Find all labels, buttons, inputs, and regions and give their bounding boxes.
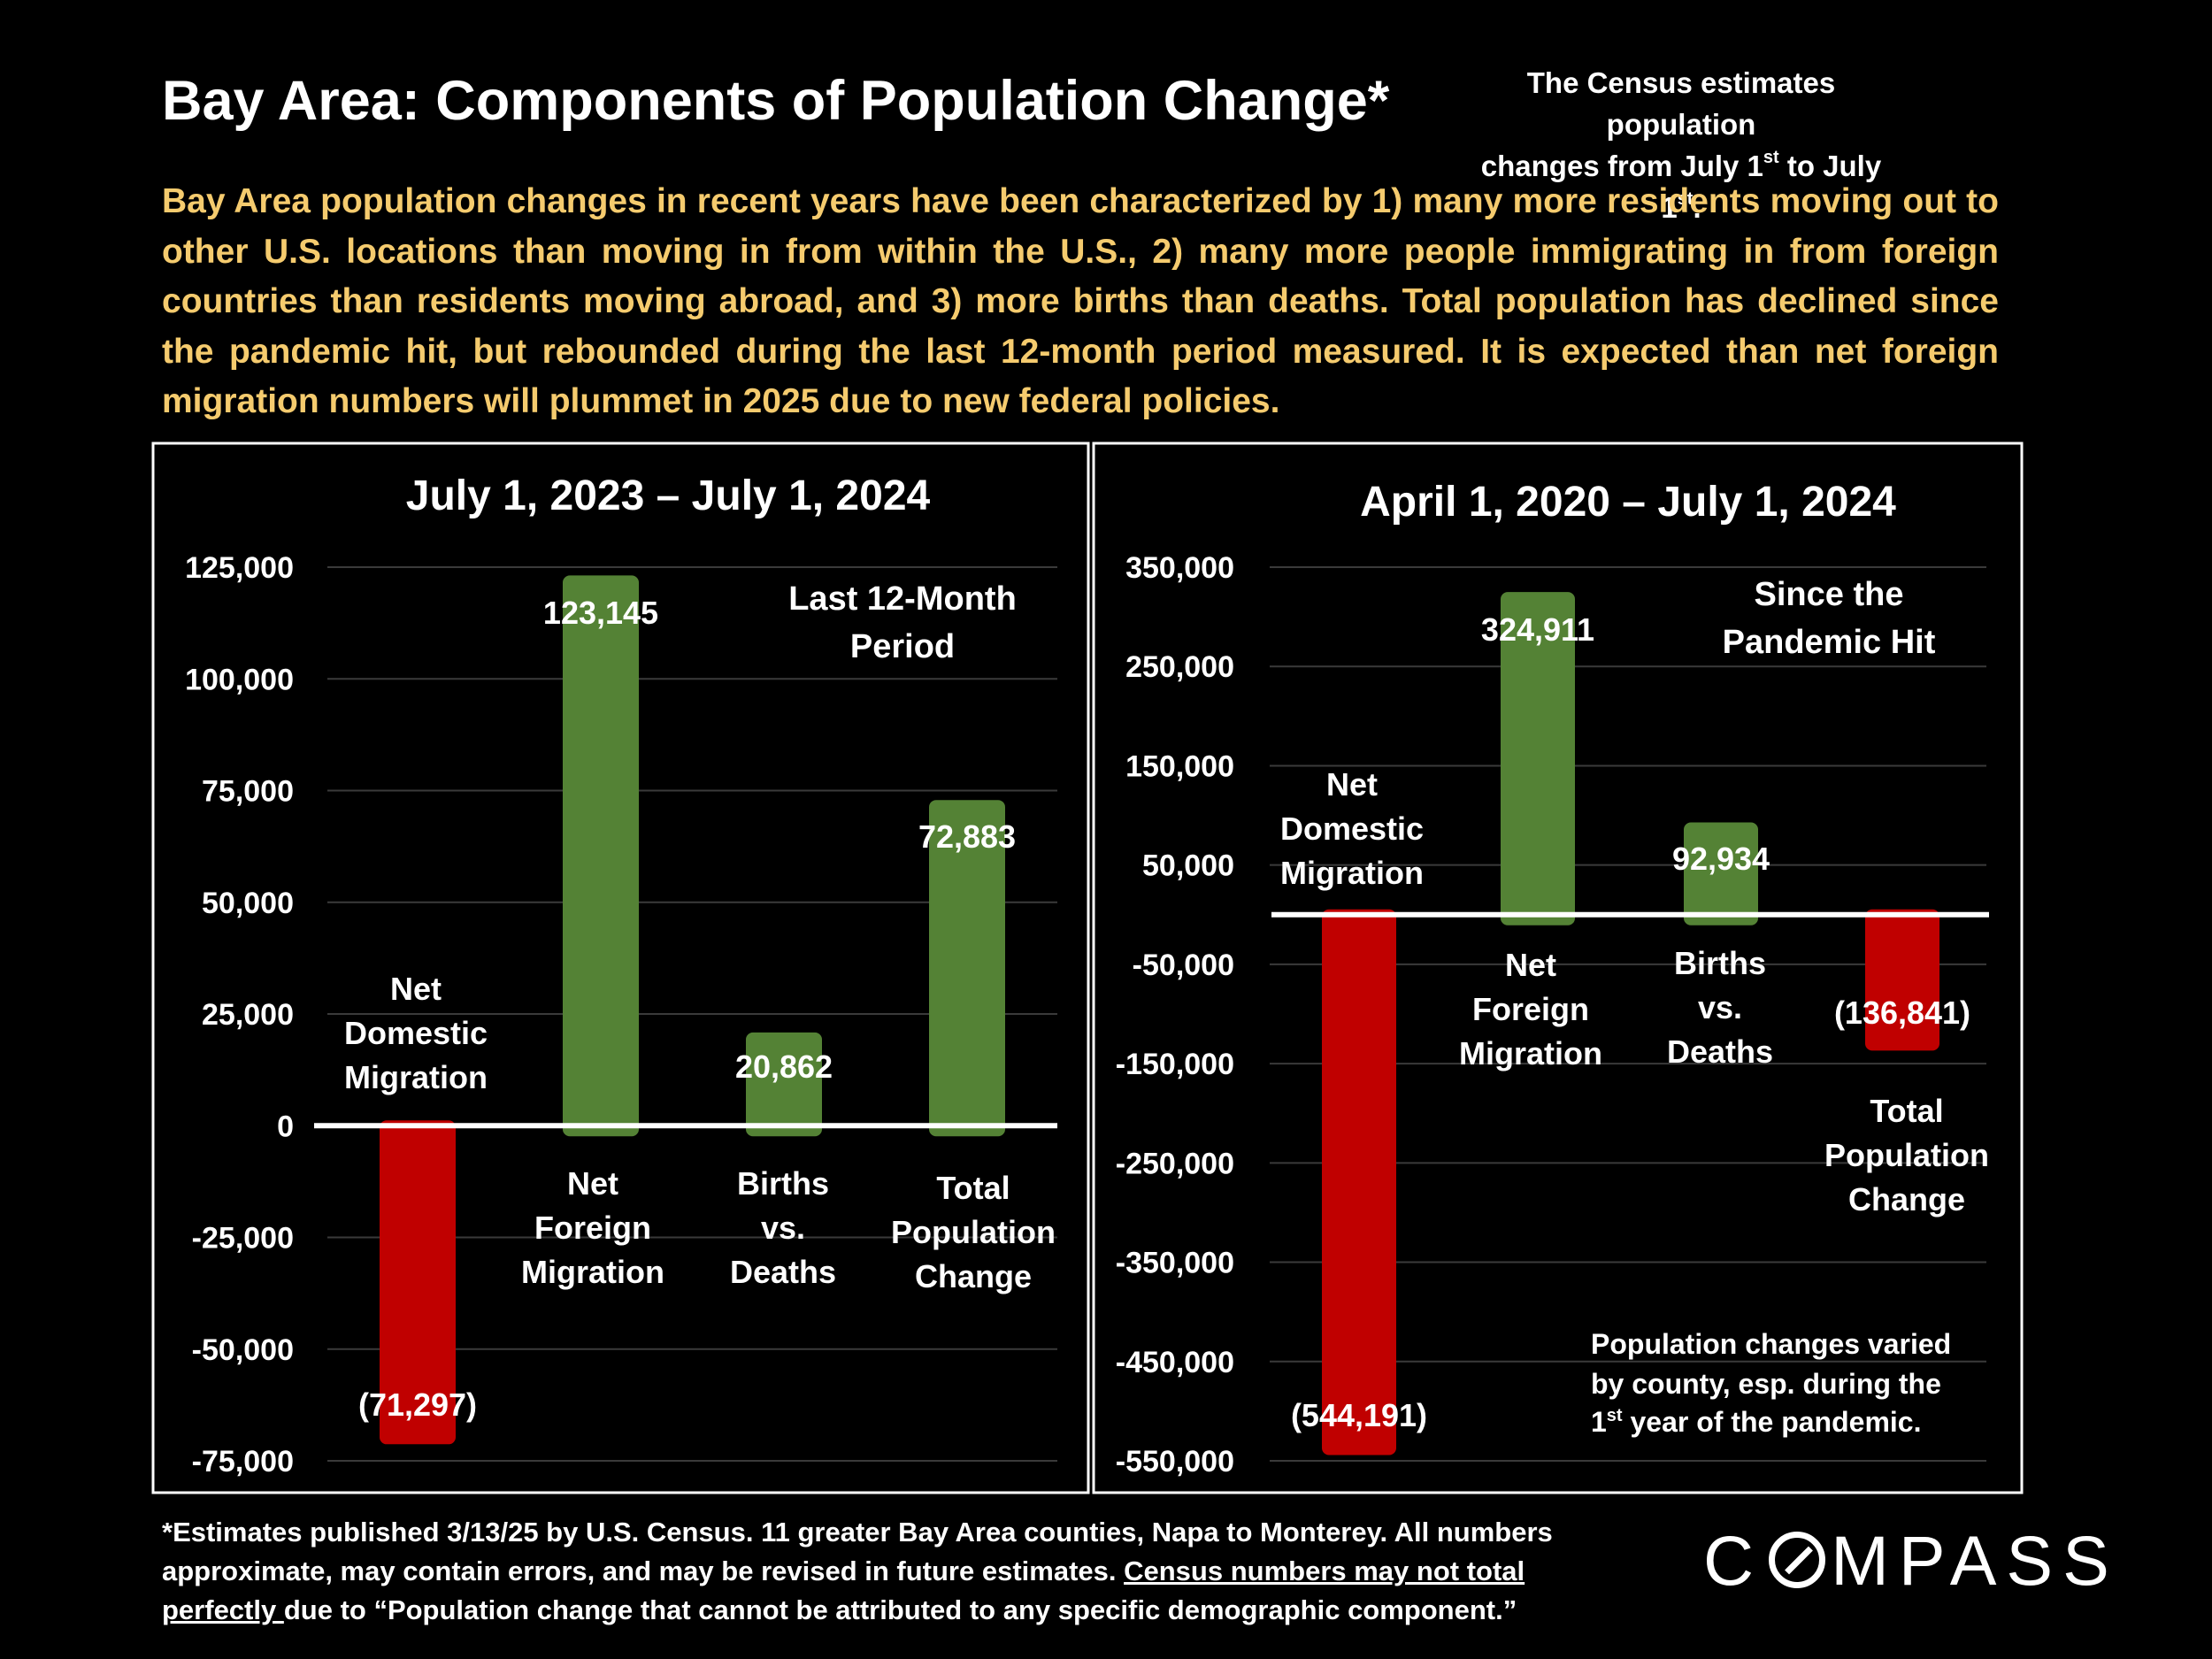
footnote: *Estimates published 3/13/25 by U.S. Cen…: [162, 1517, 1553, 1625]
y-tick-label: 250,000: [1125, 650, 1234, 684]
category-label-line: Net: [567, 1165, 618, 1202]
bar-3: [929, 800, 1005, 1137]
y-tick-label: -450,000: [1116, 1346, 1234, 1379]
value-label-2: 92,934: [1672, 841, 1770, 877]
county-note-line3: 1st year of the pandemic.: [1591, 1406, 1921, 1438]
category-label-line: Domestic: [1280, 810, 1424, 847]
bar-0: [1322, 909, 1396, 1455]
category-label-line: Change: [1848, 1181, 1965, 1217]
bar-3: [1865, 909, 1939, 1051]
charts-panel: July 1, 2023 – July 1, 2024125,000100,00…: [151, 442, 2024, 1494]
chart-title: April 1, 2020 – July 1, 2024: [1360, 479, 1896, 526]
bar-2: [746, 1032, 822, 1137]
category-label-line: Foreign: [534, 1210, 651, 1246]
county-note-line2: by county, esp. during the: [1591, 1368, 1941, 1400]
y-tick-label: -150,000: [1116, 1048, 1234, 1081]
category-label-line: Births: [1674, 945, 1766, 981]
category-label-line: Total: [936, 1170, 1010, 1206]
value-label-3: 72,883: [918, 818, 1016, 855]
value-label-1: 324,911: [1481, 611, 1594, 648]
category-label-line: Net: [1505, 947, 1556, 983]
bar-1: [1501, 592, 1575, 926]
value-label-0: (544,191): [1291, 1397, 1427, 1433]
y-tick-label: 50,000: [202, 887, 294, 920]
category-label-line: Migration: [344, 1059, 488, 1095]
chart-annotation: Since the: [1755, 576, 1904, 613]
page-title: Bay Area: Components of Population Chang…: [162, 70, 1390, 132]
category-label-line: Migration: [1459, 1035, 1602, 1071]
compass-logo: C MPASS: [1703, 1521, 2119, 1600]
census-note-line2: changes from July 1st to July 1st.: [1480, 148, 1882, 224]
category-label-line: Change: [915, 1258, 1032, 1294]
y-tick-label: -25,000: [192, 1222, 294, 1256]
note-line3-suffix: year of the pandemic.: [1623, 1406, 1922, 1438]
county-note-line1: Population changes varied: [1591, 1328, 1951, 1360]
left-chart-frame: [151, 442, 1090, 1494]
y-tick-label: -50,000: [192, 1333, 294, 1367]
category-label-line: Deaths: [730, 1254, 836, 1290]
y-tick-label: 75,000: [202, 775, 294, 809]
value-label-1: 123,145: [543, 595, 658, 631]
y-tick-label: -350,000: [1116, 1247, 1234, 1280]
census-note: The Census estimates population changes …: [1460, 62, 1902, 228]
value-label-2: 20,862: [735, 1048, 833, 1085]
compass-o-icon: [1769, 1532, 1826, 1588]
category-label-line: Migration: [1280, 855, 1424, 891]
y-tick-label: 150,000: [1125, 749, 1234, 783]
category-label-line: Deaths: [1667, 1033, 1773, 1070]
category-label-line: Population: [1824, 1137, 1989, 1173]
summary-paragraph: Bay Area population changes in recent ye…: [162, 182, 1999, 420]
bar-2: [1684, 822, 1758, 926]
y-tick-label: 100,000: [185, 663, 294, 696]
chart-annotation: Last 12-Month: [788, 580, 1017, 618]
chart-annotation: Period: [850, 628, 955, 665]
category-label-line: Population: [891, 1214, 1056, 1250]
y-tick-label: -75,000: [192, 1445, 294, 1479]
category-label-line: vs.: [761, 1210, 805, 1246]
category-label-line: Net: [390, 971, 442, 1007]
y-tick-label: -50,000: [1133, 949, 1234, 982]
category-label-line: vs.: [1698, 989, 1742, 1025]
y-tick-label: -250,000: [1116, 1147, 1234, 1180]
chart-july-2023-to-july-2024: July 1, 2023 – July 1, 2024 125,000 100,00…: [185, 472, 1057, 1479]
y-tick-label: 50,000: [1142, 849, 1234, 883]
value-label-0: (71,297): [358, 1386, 477, 1423]
y-tick-label: 25,000: [202, 998, 294, 1032]
y-tick-label: 350,000: [1125, 551, 1234, 585]
category-label-line: Net: [1326, 766, 1378, 803]
chart-annotation: Pandemic Hit: [1723, 624, 1936, 661]
category-label-line: Domestic: [344, 1015, 488, 1051]
note-line3-sup: st: [1607, 1406, 1623, 1425]
category-label-line: Total: [1870, 1093, 1943, 1129]
note-line3-prefix: 1: [1591, 1406, 1607, 1438]
chart-title: July 1, 2023 – July 1, 2024: [406, 472, 931, 519]
category-label-line: Births: [737, 1165, 829, 1202]
category-label-line: Foreign: [1472, 991, 1589, 1027]
chart-april-2020-to-july-2024: April 1, 2020 – July 1, 2024 350,000 250,0…: [1116, 479, 1989, 1479]
bar-1: [563, 575, 639, 1137]
y-tick-label: 0: [277, 1110, 294, 1143]
census-note-line1: The Census estimates population: [1526, 66, 1836, 141]
right-chart-frame: [1092, 442, 2024, 1494]
value-label-3: (136,841): [1834, 995, 1970, 1031]
y-tick-label: 125,000: [185, 551, 294, 585]
category-label-line: Migration: [521, 1254, 664, 1290]
y-tick-label: -550,000: [1116, 1445, 1234, 1479]
bar-0: [380, 1120, 456, 1445]
